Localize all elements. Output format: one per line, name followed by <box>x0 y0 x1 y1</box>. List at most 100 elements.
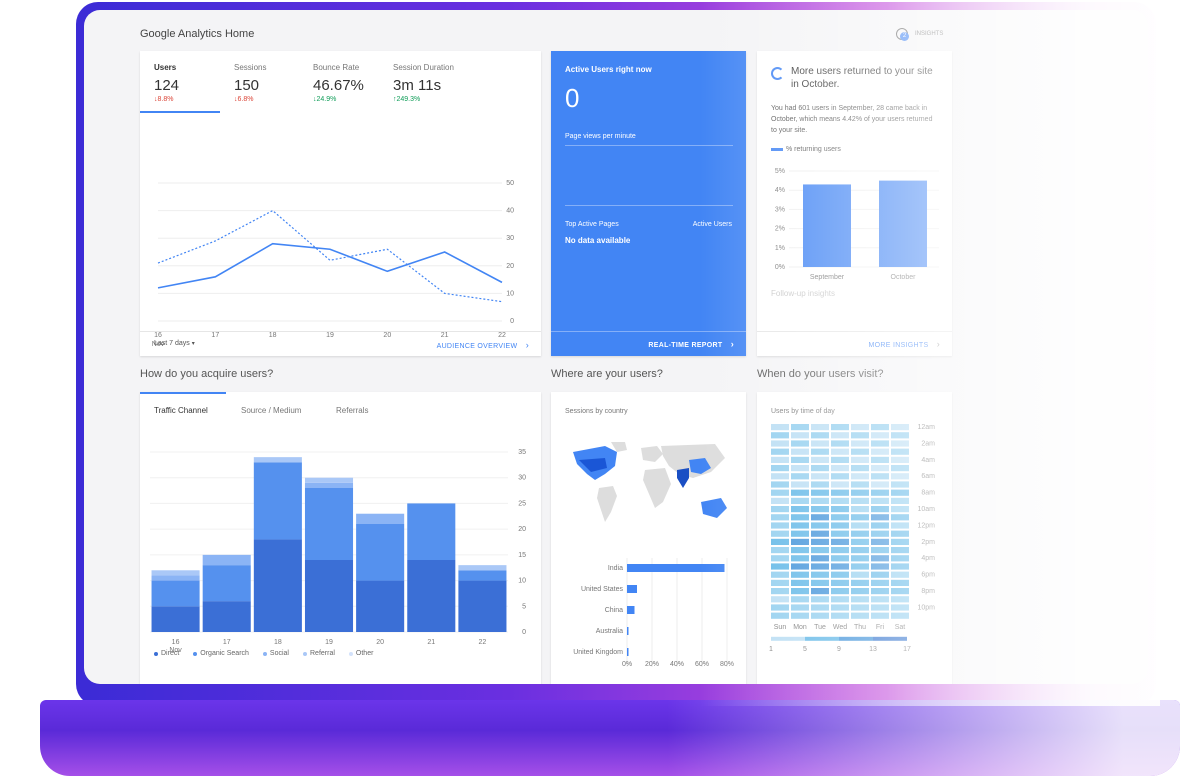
heat-cell <box>871 481 889 488</box>
south-america <box>597 486 617 522</box>
bar-18-direct <box>253 539 302 632</box>
heat-cell <box>871 440 889 447</box>
heat-cell <box>891 530 909 537</box>
heat-cell <box>871 465 889 472</box>
heat-cell <box>771 530 789 537</box>
heat-cell <box>851 530 869 537</box>
y-tick-label: 20 <box>518 526 526 533</box>
legend-dot <box>154 651 158 656</box>
heat-cell <box>851 596 869 603</box>
heat-cell <box>891 456 909 463</box>
heat-cell <box>891 440 909 447</box>
metric-tab-session-duration[interactable]: Session Duration 3m 11s ↑249.3% <box>393 63 471 103</box>
heat-cell <box>831 514 849 521</box>
chevron-right-icon: › <box>730 339 734 349</box>
heat-cell <box>871 563 889 570</box>
returning-users-chart: 0% 1% 2% 3% 4% 5% September October <box>775 168 939 281</box>
bar-united-states <box>627 585 637 593</box>
day-label: Wed <box>833 624 847 631</box>
heat-cell <box>871 571 889 578</box>
insight-body: You had 601 users in September, 28 came … <box>771 105 933 134</box>
y-tick-label: 35 <box>518 449 526 456</box>
heat-cell <box>891 514 909 521</box>
x-tick-label: 16 <box>154 332 162 339</box>
heat-cell <box>831 604 849 611</box>
scale-label: 17 <box>903 646 911 653</box>
metric-label: Users <box>154 63 177 72</box>
country-label: India <box>608 565 623 572</box>
bar-21-organic-search <box>407 503 456 560</box>
heat-cell <box>811 514 829 521</box>
heat-cell <box>871 432 889 439</box>
y-tick-label: 30 <box>518 475 526 482</box>
heat-cell <box>771 563 789 570</box>
country-label: United States <box>581 586 624 593</box>
heat-cell <box>851 547 869 554</box>
metric-value: 150 <box>234 77 260 94</box>
bar-19-direct <box>304 560 354 632</box>
heat-cell <box>831 579 849 586</box>
heat-cell <box>851 563 869 570</box>
x-tick-label: 20% <box>645 661 659 668</box>
metric-label: Session Duration <box>393 63 454 72</box>
heat-cell <box>891 588 909 595</box>
heat-cell <box>771 432 789 439</box>
y-tick-label: 40 <box>506 208 514 215</box>
audience-overview-link[interactable]: AUDIENCE OVERVIEW › <box>437 340 529 350</box>
heat-cell <box>851 555 869 562</box>
heat-cell <box>831 571 849 578</box>
heat-cell <box>871 604 889 611</box>
tab-source-medium[interactable]: Source / Medium <box>241 406 302 415</box>
y-tick-label: 2% <box>775 226 785 233</box>
day-label: Fri <box>876 624 885 631</box>
active-tab-indicator <box>140 111 220 113</box>
legend-label: Social <box>269 650 289 657</box>
insights-icon: 2 <box>896 28 909 41</box>
heat-cell <box>871 612 889 619</box>
when-section-title: When do your users visit? <box>757 368 884 380</box>
heat-cell <box>871 497 889 504</box>
heat-cell <box>871 448 889 455</box>
legend-dot <box>193 651 198 656</box>
x-tick-label: 60% <box>695 661 709 668</box>
legend-item-direct: Direct <box>154 650 179 657</box>
heat-cell <box>851 456 869 463</box>
heat-cell <box>831 497 849 504</box>
geo-card: Sessions by country 0% 20% 40% 60% 80% India U… <box>551 392 746 684</box>
insights-button[interactable]: 2 INSIGHTS <box>896 28 943 41</box>
insight-footer-divider <box>757 331 952 332</box>
heat-cell <box>791 588 809 595</box>
y-tick-label: 4% <box>775 187 785 194</box>
heat-cell <box>891 481 909 488</box>
bar-united-kingdom <box>627 648 629 656</box>
metric-tab-bounce-rate[interactable]: Bounce Rate 46.67% ↓24.9% <box>313 63 391 103</box>
date-range-dropdown[interactable]: Last 7 days ▾ <box>154 340 195 347</box>
page-title: Google Analytics Home <box>140 28 255 40</box>
bar-17-organic-search <box>202 565 251 602</box>
tab-traffic-channel[interactable]: Traffic Channel <box>154 406 208 415</box>
card-footer-divider <box>140 331 541 332</box>
bar-september <box>803 184 851 267</box>
more-insights-link[interactable]: MORE INSIGHTS › <box>869 339 940 349</box>
y-tick-label: 20 <box>506 263 514 270</box>
heat-cell <box>891 571 909 578</box>
heat-cell <box>811 612 829 619</box>
stacked-bar-chart: 0 5 10 15 20 25 30 35 16 17 18 19 20 21 22 Nov <box>150 449 526 654</box>
bar-16-referral <box>151 570 200 576</box>
heat-cell <box>891 612 909 619</box>
x-tick-label: September <box>810 274 845 281</box>
heat-cell <box>871 596 889 603</box>
heat-cell <box>851 588 869 595</box>
realtime-report-link[interactable]: REAL-TIME REPORT › <box>648 339 734 349</box>
heat-cell <box>771 612 789 619</box>
day-label: Sat <box>895 624 906 631</box>
heat-cell <box>811 473 829 480</box>
x-tick-label: 17 <box>211 332 219 339</box>
bar-18-organic-search <box>253 462 302 540</box>
metric-tab-sessions[interactable]: Sessions 150 ↓6.8% <box>234 63 312 103</box>
heat-cell <box>871 530 889 537</box>
tab-referrals[interactable]: Referrals <box>336 406 369 415</box>
active-users-label: Active Users <box>692 221 732 228</box>
scale-segment <box>771 636 805 641</box>
metric-tab-users[interactable]: Users 124 ↓8.8% <box>154 63 232 103</box>
